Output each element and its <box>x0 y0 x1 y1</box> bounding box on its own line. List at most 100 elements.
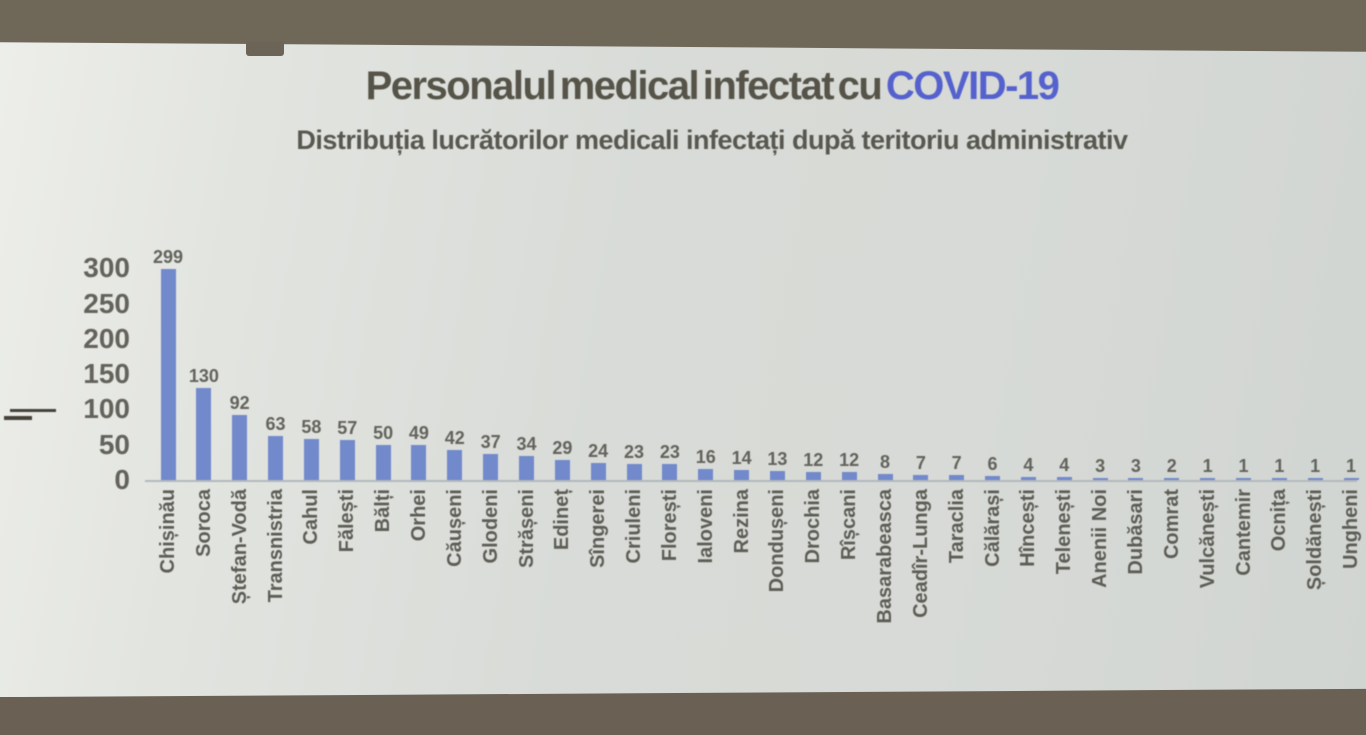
bar <box>877 474 893 480</box>
category-label: Ștefan-Vodă <box>228 489 251 605</box>
bar-value-label: 8 <box>879 452 890 473</box>
bar-value-label: 4 <box>1023 455 1034 476</box>
bar <box>232 415 248 480</box>
category-label: Ocnița <box>1268 489 1291 552</box>
bar-value-label: 130 <box>188 366 219 387</box>
category-label: Taraclia <box>945 489 968 564</box>
bar <box>949 475 965 480</box>
category-label: Transnistria <box>264 489 287 603</box>
bar <box>375 444 391 480</box>
bar-value-label: 50 <box>373 422 394 443</box>
bar-value-label: 1 <box>1238 456 1249 476</box>
bar <box>1056 477 1072 480</box>
bar <box>268 435 284 480</box>
bar-value-label: 23 <box>659 441 680 462</box>
bar-value-label: 12 <box>803 449 824 470</box>
slide-title-main: Personalul medical infectat cu <box>365 64 886 108</box>
bar-value-label: 24 <box>588 441 609 462</box>
category-label: Glodeni <box>479 489 502 564</box>
bar-value-label: 299 <box>152 246 184 267</box>
y-axis-tick-label: 150 <box>83 358 130 390</box>
category-label: Florești <box>658 489 681 562</box>
bar <box>1271 478 1287 480</box>
bar-value-label: 37 <box>480 431 501 452</box>
wall-band-bottom <box>0 688 1366 735</box>
y-axis-tick-label: 200 <box>83 322 130 354</box>
bar-value-label: 4 <box>1059 455 1070 476</box>
bar-value-label: 1 <box>1310 456 1321 476</box>
category-label: Rîșcani <box>838 489 861 561</box>
bar <box>985 475 1001 480</box>
y-axis-tick-label: 100 <box>83 393 130 425</box>
category-label: Basarabeasca <box>874 489 896 624</box>
bar-value-label: 1 <box>1274 456 1285 476</box>
category-label: Ceadîr-Lunga <box>909 489 932 618</box>
bar-value-label: 57 <box>337 417 358 438</box>
category-label: Sîngerei <box>587 489 610 568</box>
category-label: Strășeni <box>515 489 538 568</box>
bar-value-label: 34 <box>516 433 537 454</box>
bar <box>590 463 606 480</box>
bar-value-label: 3 <box>1095 455 1106 476</box>
category-label: Orhei <box>407 489 430 542</box>
bar-value-label: 92 <box>229 393 250 414</box>
bar <box>196 388 212 480</box>
equals-mark-line <box>4 416 32 420</box>
bar <box>1128 477 1144 480</box>
slide-title: Personalul medical infectat cu COVID-19 <box>34 64 1366 109</box>
category-label: Călărași <box>981 489 1004 567</box>
category-label: Fălești <box>336 489 359 553</box>
slide-subtitle: Distribuția lucrătorilor medicali infect… <box>296 125 1128 155</box>
category-label: Dondușeni <box>766 489 789 593</box>
bar <box>411 445 427 480</box>
wall-notch <box>246 42 284 56</box>
slide-header: Personalul medical infectat cu COVID-19 … <box>34 64 1366 156</box>
category-label: Ungheni <box>1340 489 1363 569</box>
bar-value-label: 13 <box>767 448 788 469</box>
y-axis-tick-label: 50 <box>98 428 130 460</box>
category-label: Căușeni <box>443 489 466 567</box>
bar <box>519 455 534 480</box>
projection-screen: Personalul medical infectat cu COVID-19 … <box>0 42 1366 715</box>
bar-value-label: 58 <box>301 417 322 438</box>
bar <box>769 470 785 480</box>
category-label: Soroca <box>192 489 215 557</box>
bar <box>554 459 570 480</box>
bar-value-label: 1 <box>1346 456 1357 476</box>
category-label: Comrat <box>1160 489 1183 560</box>
category-label: Anenii Noi <box>1089 489 1112 588</box>
category-label: Dubăsari <box>1124 489 1147 575</box>
bar <box>841 471 857 480</box>
category-label: Drochia <box>802 489 825 564</box>
bar-value-label: 1 <box>1202 456 1213 476</box>
bar <box>1343 478 1359 480</box>
slide-content: Personalul medical infectat cu COVID-19 … <box>0 42 1366 715</box>
bar-value-label: 63 <box>265 413 286 434</box>
bar <box>303 439 319 480</box>
bar-value-label: 16 <box>695 446 716 467</box>
category-label: Criuleni <box>623 489 646 564</box>
bar <box>483 453 499 480</box>
category-label: Telenești <box>1053 489 1076 575</box>
bar-value-label: 3 <box>1130 455 1141 476</box>
bar-value-label: 7 <box>951 453 962 474</box>
bar <box>1020 477 1036 480</box>
y-axis-tick-label: 300 <box>83 252 130 284</box>
category-label: Cantemir <box>1232 489 1255 576</box>
bar <box>698 468 714 480</box>
bar-value-label: 12 <box>839 449 860 470</box>
category-label: Cahul <box>300 489 323 545</box>
bar-value-label: 29 <box>552 437 573 458</box>
bar-value-label: 14 <box>731 448 752 469</box>
bar <box>1164 478 1180 480</box>
y-axis-tick-label: 250 <box>83 287 130 319</box>
bar-value-label: 2 <box>1166 456 1177 476</box>
slide-title-covid: COVID-19 <box>885 64 1060 108</box>
bar <box>626 463 642 480</box>
category-label: Bălți <box>372 489 395 533</box>
bar-value-label: 7 <box>915 453 926 474</box>
bar <box>662 463 678 480</box>
bar <box>1200 478 1216 480</box>
bar <box>447 450 463 480</box>
